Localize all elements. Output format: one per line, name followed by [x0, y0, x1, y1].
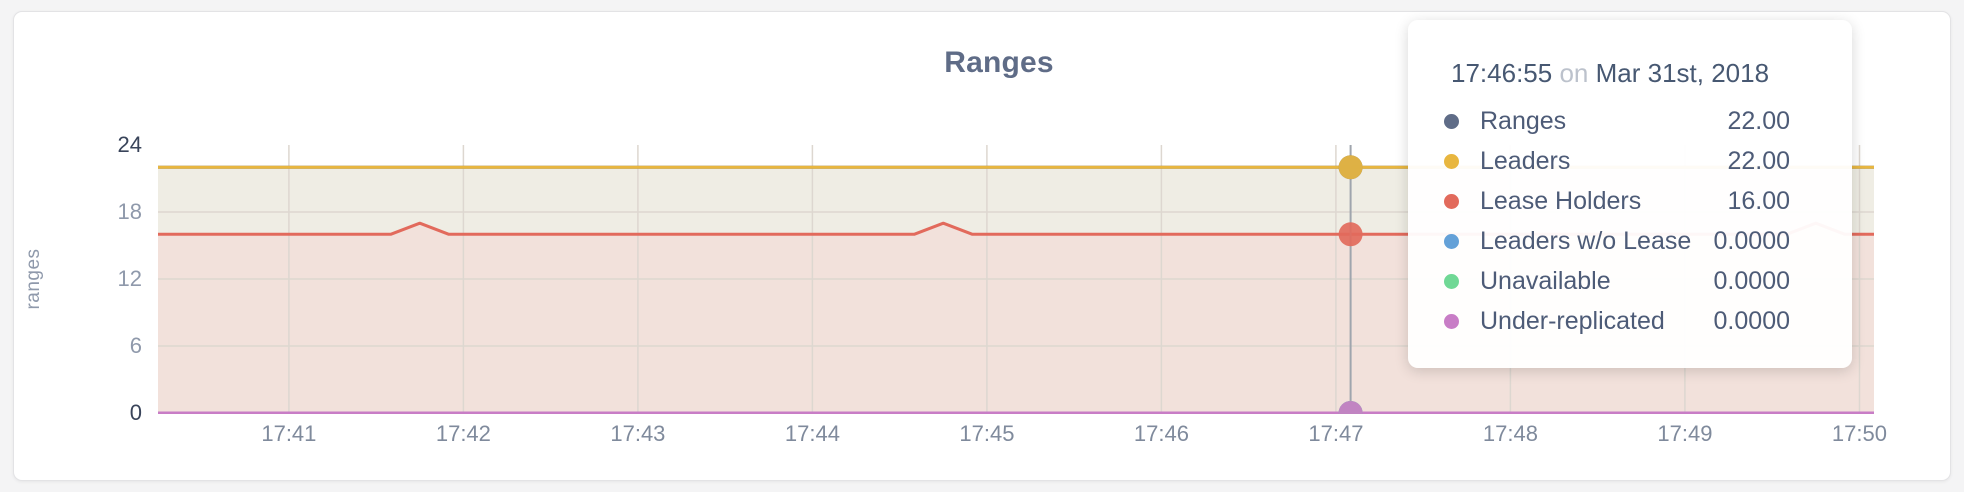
- tooltip-time: 17:46:55: [1451, 58, 1553, 88]
- x-tick-label: 17:47: [1308, 421, 1364, 446]
- tooltip-row: Unavailable 0.0000: [1444, 261, 1790, 301]
- series-label: Leaders: [1480, 146, 1571, 175]
- series-color-dot-icon: [1444, 153, 1459, 169]
- series-color-dot-icon: [1444, 273, 1459, 289]
- hover-point-dot: [1338, 155, 1363, 180]
- series-color-dot-icon: [1444, 193, 1459, 209]
- tooltip-row: Ranges 22.00: [1444, 101, 1790, 141]
- x-tick-label: 17:42: [435, 421, 491, 446]
- x-tick-label: 17:50: [1831, 421, 1887, 446]
- series-label: Under-replicated: [1480, 306, 1665, 335]
- series-value: 16.00: [1727, 186, 1790, 215]
- series-value: 22.00: [1727, 146, 1790, 175]
- tooltip-on-word: on: [1559, 58, 1589, 88]
- y-tick-label: 6: [129, 333, 142, 358]
- tooltip-header: 17:46:55 on Mar 31st, 2018: [1451, 58, 1790, 89]
- series-label: Ranges: [1480, 106, 1567, 135]
- hover-point-dot: [1338, 401, 1363, 414]
- x-tick-label: 17:48: [1482, 421, 1538, 446]
- series-label: Unavailable: [1480, 266, 1611, 295]
- series-value: 0.0000: [1713, 306, 1790, 335]
- hover-point-dot: [1338, 222, 1363, 247]
- series-label: Leaders w/o Lease: [1480, 226, 1692, 255]
- tooltip-date: Mar 31st, 2018: [1595, 58, 1770, 88]
- x-tick-label: 17:43: [610, 421, 666, 446]
- y-tick-label: 18: [117, 199, 142, 224]
- tooltip-row: Leaders 22.00: [1444, 141, 1790, 181]
- series-color-dot-icon: [1444, 313, 1459, 329]
- series-value: 22.00: [1727, 106, 1790, 135]
- tooltip-row: Under-replicated 0.0000: [1444, 301, 1790, 341]
- tooltip-row: Leaders w/o Lease 0.0000: [1444, 221, 1790, 261]
- y-tick-label: 0: [129, 400, 142, 425]
- series-value: 0.0000: [1713, 266, 1790, 295]
- chart-title: Ranges: [944, 46, 1054, 79]
- hover-tooltip: 17:46:55 on Mar 31st, 2018 Ranges 22.00 Le…: [1408, 20, 1852, 368]
- x-tick-label: 17:46: [1133, 421, 1189, 446]
- x-tick-label: 17:45: [959, 421, 1015, 446]
- series-color-dot-icon: [1444, 113, 1459, 129]
- series-label: Lease Holders: [1480, 186, 1642, 215]
- x-tick-label: 17:44: [784, 421, 840, 446]
- y-tick-label: 12: [117, 266, 142, 291]
- x-tick-label: 17:41: [261, 421, 317, 446]
- y-tick-label: 24: [117, 132, 142, 157]
- x-tick-label: 17:49: [1657, 421, 1713, 446]
- series-value: 0.0000: [1713, 226, 1790, 255]
- tooltip-rows: Ranges 22.00 Leaders 22.00 Lease Holders 16.0…: [1444, 101, 1790, 341]
- tooltip-row: Lease Holders 16.00: [1444, 181, 1790, 221]
- series-color-dot-icon: [1444, 233, 1459, 249]
